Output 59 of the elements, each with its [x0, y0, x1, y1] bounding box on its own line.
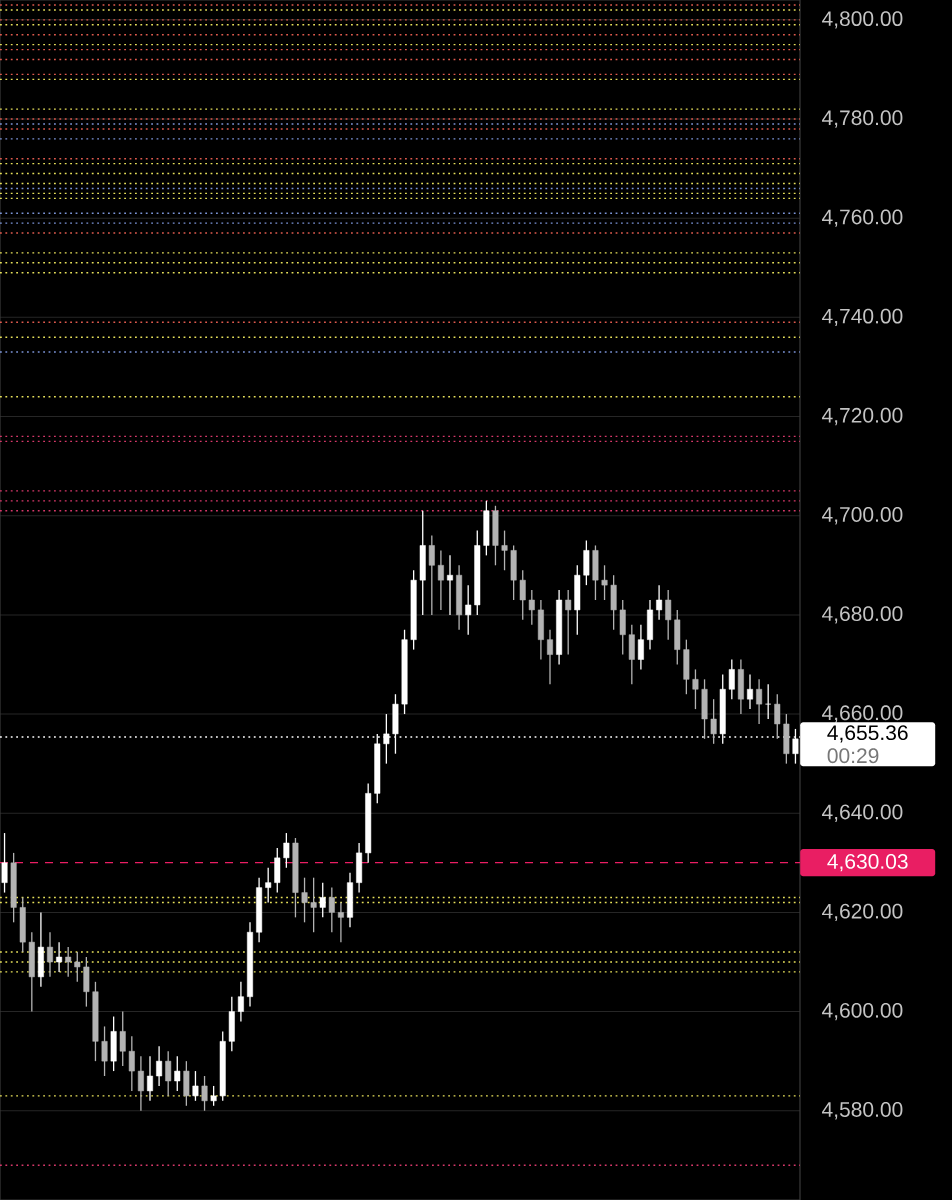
candlestick	[501, 529, 508, 571]
y-tick-label: 4,800.00	[822, 11, 903, 29]
candlestick	[692, 668, 699, 710]
candlestick	[147, 1055, 153, 1102]
candlestick	[656, 584, 663, 621]
candlestick	[547, 629, 553, 685]
ref-line-label: 4,655.36	[827, 725, 908, 743]
candlestick	[728, 658, 735, 700]
candlestick	[710, 698, 717, 745]
ref-line-label: 4,630.03	[827, 853, 908, 872]
candlestick	[165, 1050, 172, 1097]
candlestick	[637, 624, 644, 671]
candlestick	[774, 693, 781, 740]
candlestick	[528, 589, 535, 626]
candlestick	[337, 901, 344, 943]
candlestick	[192, 1070, 199, 1102]
candlestick	[1, 832, 8, 894]
y-tick-label: 4,600.00	[822, 1002, 903, 1021]
y-tick-label: 4,620.00	[822, 903, 903, 922]
candlestick	[265, 867, 272, 904]
candlestick	[756, 678, 763, 725]
candlestick	[765, 683, 772, 720]
candlestick	[283, 832, 290, 869]
y-tick-label: 4,700.00	[822, 507, 903, 525]
candlestick	[601, 564, 608, 601]
candlestick	[310, 877, 317, 933]
candlestick	[565, 589, 572, 656]
candlestick	[201, 1075, 208, 1112]
candlestick	[210, 1085, 217, 1107]
candlestick	[128, 1035, 135, 1092]
candlestick	[328, 886, 335, 933]
candlestick	[519, 569, 526, 621]
y-tick-label: 4,740.00	[822, 308, 903, 327]
candlestick	[428, 534, 435, 616]
candlestick	[665, 589, 672, 641]
candlestick	[101, 1025, 108, 1077]
candlestick	[65, 946, 72, 978]
y-tick-label: 4,760.00	[822, 209, 903, 227]
y-tick-label: 4,640.00	[822, 804, 903, 822]
y-tick-label: 4,580.00	[822, 1102, 903, 1120]
y-tick-label: 4,660.00	[822, 705, 903, 723]
candlestick	[137, 1055, 144, 1112]
candlestick	[74, 951, 81, 983]
candlestick	[301, 877, 308, 923]
y-tick-label: 4,720.00	[822, 407, 903, 426]
candlestick	[119, 1010, 126, 1067]
candlestick	[447, 554, 453, 616]
candlestick	[47, 931, 53, 978]
candlestick	[156, 1045, 163, 1087]
candlestick	[319, 881, 326, 919]
y-tick-label: 4,680.00	[822, 606, 903, 624]
candlestick	[437, 549, 444, 611]
y-tick-label: 4,780.00	[822, 110, 903, 128]
candlestick	[237, 981, 244, 1023]
candlestick	[174, 1055, 181, 1092]
candlestick	[465, 584, 472, 636]
text: 00:29	[827, 748, 879, 764]
candlestick	[56, 941, 63, 973]
candlestick	[747, 673, 753, 710]
